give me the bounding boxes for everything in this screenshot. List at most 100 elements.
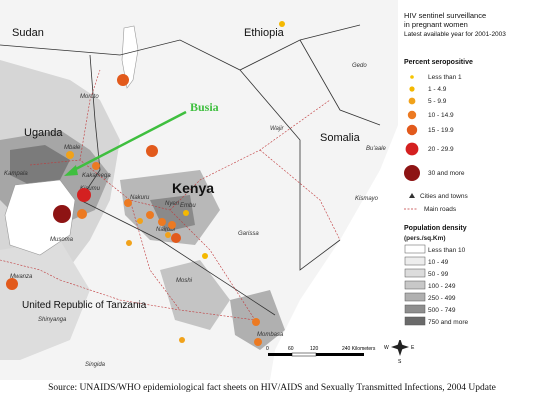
legend-cities-label: Cities and towns xyxy=(420,193,468,200)
town-nakuru: Nakuru xyxy=(130,195,150,201)
label-somalia: Somalia xyxy=(320,132,361,144)
source-caption: Source: UNAIDS/WHO epidemiological fact … xyxy=(48,383,496,393)
legend-label-lt1: Less than 1 xyxy=(428,74,462,81)
site-marker xyxy=(92,162,100,170)
town-nairobi: Nairobi xyxy=(156,227,176,233)
legend-density-swatch-1 xyxy=(404,256,426,266)
border-kenya-somalia xyxy=(239,69,341,271)
town-musoma: Musoma xyxy=(50,237,74,243)
label-sudan: Sudan xyxy=(12,27,44,39)
site-marker xyxy=(53,205,71,223)
compass-e: E xyxy=(411,345,415,351)
legend-swatch-5-9 xyxy=(408,97,416,105)
legend-density-label-1: 10 - 49 xyxy=(428,259,449,266)
label-kenya: Kenya xyxy=(172,180,214,196)
town-moroto: Moroto xyxy=(80,94,99,100)
label-ethiopia: Ethiopia xyxy=(244,27,285,39)
site-marker xyxy=(117,74,129,86)
compass-rose: N S E W xyxy=(384,332,415,365)
scale-tick-240: 240 Kilometers xyxy=(342,346,376,352)
lake-turkana xyxy=(121,25,139,89)
legend-title-line2: in pregnant women xyxy=(404,20,468,29)
compass-s: S xyxy=(398,359,402,365)
scale-tick-120: 120 xyxy=(310,346,319,352)
legend-density-label-5: 500 - 749 xyxy=(428,307,456,314)
legend-seropositive-title: Percent seropositive xyxy=(404,59,473,66)
site-marker xyxy=(66,151,74,159)
legend-label-10-14: 10 - 14.9 xyxy=(428,112,454,119)
legend: HIV sentinel surveillance in pregnant wo… xyxy=(398,0,544,340)
busia-callout-arrowhead xyxy=(64,165,78,176)
town-garissa: Garissa xyxy=(238,231,259,237)
legend-density-label-2: 50 - 99 xyxy=(428,271,449,278)
site-marker xyxy=(6,278,18,290)
busia-callout-label: Busia xyxy=(190,100,219,114)
site-marker xyxy=(254,338,262,346)
label-uganda: Uganda xyxy=(24,127,63,139)
legend-density-swatch-3 xyxy=(404,280,426,290)
legend-density-label-6: 750 and more xyxy=(428,319,468,326)
town-embu: Embu xyxy=(180,203,196,209)
legend-title-line1: HIV sentinel surveillance xyxy=(404,11,486,20)
town-kampala: Kampala xyxy=(4,171,28,177)
legend-label-5-9: 5 - 9.9 xyxy=(428,98,447,105)
legend-label-1-4: 1 - 4.9 xyxy=(428,86,447,93)
border-uganda-kenya xyxy=(79,54,101,201)
site-marker xyxy=(202,253,208,259)
lake-victoria xyxy=(4,179,76,256)
border-kenya-tanzania xyxy=(79,199,276,316)
indian-ocean xyxy=(270,120,400,380)
legend-density-label-3: 100 - 249 xyxy=(428,283,456,290)
main-roads xyxy=(0,69,341,321)
sentinel-sites xyxy=(6,21,285,346)
legend-density-swatch-5 xyxy=(404,304,426,314)
legend-label-15-19: 15 - 19.9 xyxy=(428,127,454,134)
legend-density-swatch-2 xyxy=(404,268,426,278)
site-marker xyxy=(279,21,285,27)
legend-swatch-lt1 xyxy=(410,75,414,79)
legend-city-icon xyxy=(409,193,415,198)
town-nyeri: Nyeri xyxy=(165,201,180,207)
town-mombasa: Mombasa xyxy=(257,332,284,338)
site-marker xyxy=(179,337,185,343)
site-marker xyxy=(165,232,171,238)
legend-swatch-15-19 xyxy=(406,124,418,136)
density-region-moshi xyxy=(160,260,230,330)
legend-density-unit: (pers./sq.Km) xyxy=(404,235,446,242)
town-mwanza: Mwanza xyxy=(10,274,33,280)
compass-w: W xyxy=(384,345,389,351)
site-marker xyxy=(77,188,91,202)
legend-subtitle: Latest available year for 2001-2003 xyxy=(404,31,506,38)
site-marker xyxy=(146,211,154,219)
site-marker xyxy=(158,218,166,226)
legend-swatch-30plus xyxy=(404,165,420,181)
town-shinyanga: Shinyanga xyxy=(38,317,67,323)
density-region-kampala xyxy=(10,145,70,185)
site-marker xyxy=(252,318,260,326)
site-marker xyxy=(124,199,132,207)
legend-label-20-29: 20 - 29.9 xyxy=(428,146,454,153)
site-marker xyxy=(126,240,132,246)
site-marker xyxy=(137,218,143,224)
town-kakamega: Kakamega xyxy=(82,173,111,179)
busia-callout-line xyxy=(69,110,187,174)
legend-density-swatch-4 xyxy=(404,292,426,302)
border-ethiopia-somalia xyxy=(299,39,381,126)
site-marker xyxy=(168,221,176,229)
town-gedo: Gedo xyxy=(352,63,367,69)
legend-density-label-0: Less than 10 xyxy=(428,247,466,254)
legend-roads-label: Main roads xyxy=(424,206,457,213)
site-marker xyxy=(183,210,189,216)
town-wajir: Wajir xyxy=(270,126,285,132)
town-kisumu: Kisumu xyxy=(80,186,101,192)
scale-tick-60: 60 xyxy=(288,346,294,352)
legend-density-label-4: 250 - 499 xyxy=(428,295,456,302)
legend-density-swatch-6 xyxy=(404,316,426,326)
label-tanzania: United Republic of Tanzania xyxy=(22,300,147,311)
legend-swatch-20-29 xyxy=(405,142,419,156)
town-mbale: Mbale xyxy=(64,145,81,151)
legend-density-swatch-0 xyxy=(404,244,426,254)
scale-bar: 0 60 120 240 Kilometers xyxy=(266,346,376,357)
density-region-tanzania-west xyxy=(0,240,90,360)
